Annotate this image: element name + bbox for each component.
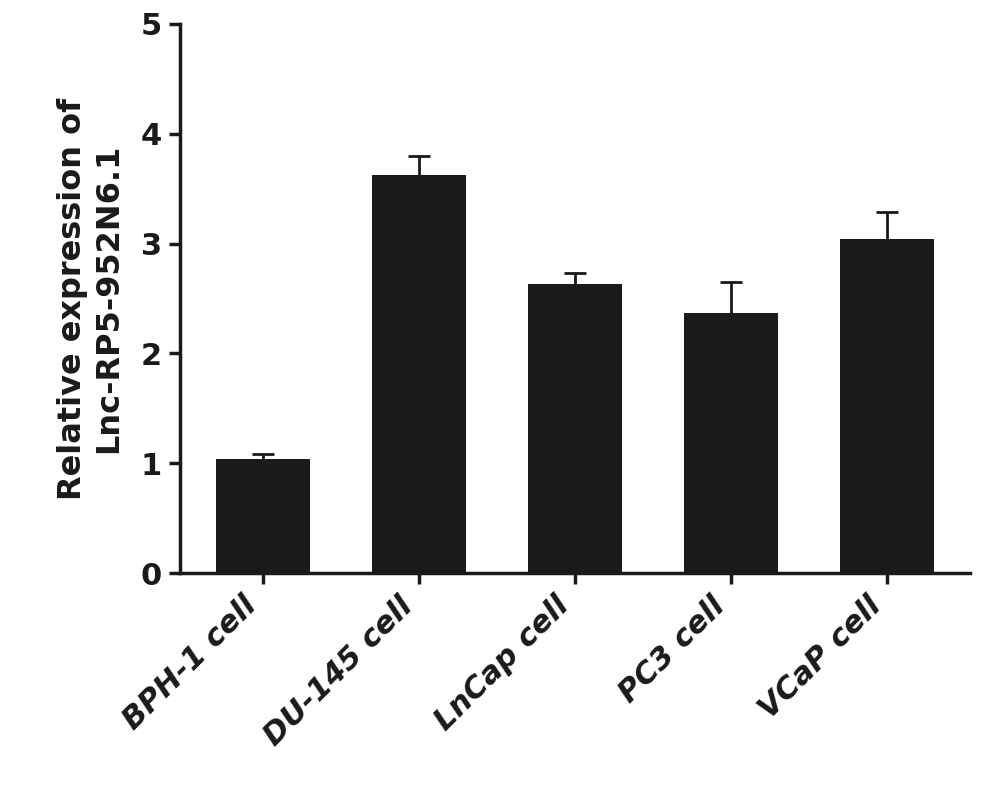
Bar: [840, 239, 934, 573]
Y-axis label: Relative expression of
Lnc-RP5-952N6.1: Relative expression of Lnc-RP5-952N6.1: [57, 97, 124, 500]
Bar: [372, 175, 466, 573]
Bar: [216, 458, 310, 573]
Bar: [528, 284, 622, 573]
Bar: [684, 313, 778, 573]
